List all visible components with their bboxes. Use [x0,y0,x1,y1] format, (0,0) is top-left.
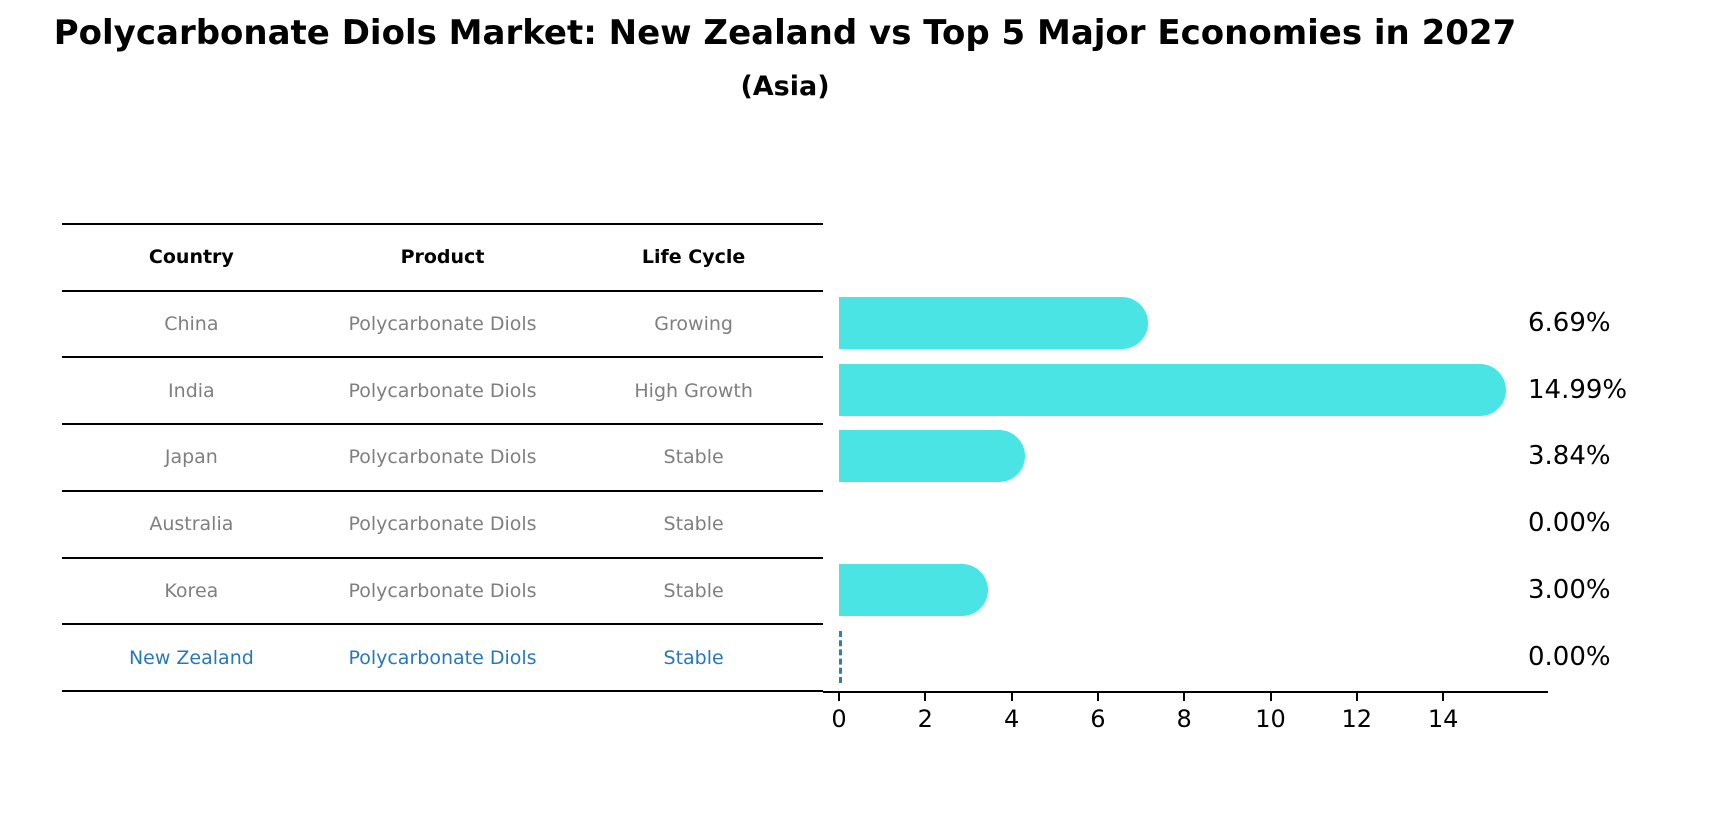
x-tick-mark [1010,693,1013,701]
table-row: Japan Polycarbonate Diols Stable [62,423,823,490]
chart-title: Polycarbonate Diols Market: New Zealand … [53,13,1517,53]
data-table: Country Product Life Cycle China Polycarb… [62,223,823,692]
cell-product: Polycarbonate Diols [348,513,537,536]
value-label: 0.00% [1528,641,1611,672]
table-row: Korea Polycarbonate Diols Stable [62,556,823,624]
table-row: India Polycarbonate Diols High Growth [62,356,823,423]
x-tick-label: 2 [917,705,933,733]
x-tick-label: 0 [831,705,847,733]
value-label: 3.00% [1528,574,1611,605]
cell-lifecycle: High Growth [634,379,753,402]
table-row: New Zealand Polycarbonate Diols Stable [62,623,823,690]
cell-product: Polycarbonate Diols [348,379,537,402]
cell-lifecycle: Stable [663,579,724,602]
x-tick-label: 10 [1255,705,1286,733]
table-row: China Polycarbonate Diols Growing [62,289,823,357]
x-tick-mark [1183,693,1186,701]
new-zealand-zero-marker [839,630,842,683]
bar-korea [839,563,989,616]
x-tick-label: 6 [1090,705,1106,733]
cell-country: China [164,313,219,336]
cell-lifecycle: Stable [663,446,724,469]
cell-country: New Zealand [128,646,254,669]
value-label: 14.99% [1528,374,1628,405]
table-header-row: Country Product Life Cycle [62,223,823,290]
value-label: 0.00% [1528,508,1611,539]
column-header-product: Product [400,246,485,269]
x-tick-label: 14 [1427,705,1459,733]
cell-lifecycle: Stable [663,513,724,536]
cell-product: Polycarbonate Diols [348,579,537,602]
bar-india [839,363,1506,416]
x-tick-mark [1269,693,1272,701]
bar-japan [839,430,1025,483]
chart-subtitle: (Asia) [740,71,830,102]
cell-product: Polycarbonate Diols [348,313,537,336]
x-tick-label: 8 [1176,705,1192,733]
x-tick-label: 12 [1341,705,1373,733]
x-axis-line [823,691,1548,693]
x-tick-mark [838,693,840,701]
x-tick-label: 4 [1003,705,1020,733]
cell-country: India [168,379,215,402]
x-tick-mark [1442,693,1445,701]
cell-country: Japan [164,446,218,469]
table-body: China Polycarbonate Diols Growing India Poly… [62,289,823,690]
column-header-country: Country [148,246,234,269]
value-label: 3.84% [1528,441,1611,472]
x-tick-mark [1355,693,1358,701]
x-tick-mark [924,693,927,701]
cell-product: Polycarbonate Diols [348,446,537,469]
cell-product: Polycarbonate Diols [348,646,537,669]
column-header-lifecycle: Life Cycle [641,246,746,269]
table-row: Australia Polycarbonate Diols Stable [62,489,823,557]
value-label: 6.69% [1528,308,1611,339]
cell-country: Korea [164,579,219,602]
x-tick-mark [1096,693,1099,701]
cell-country: Australia [149,513,234,536]
cell-lifecycle: Stable [663,646,724,669]
cell-lifecycle: Growing [654,313,733,336]
bar-china [839,297,1148,350]
